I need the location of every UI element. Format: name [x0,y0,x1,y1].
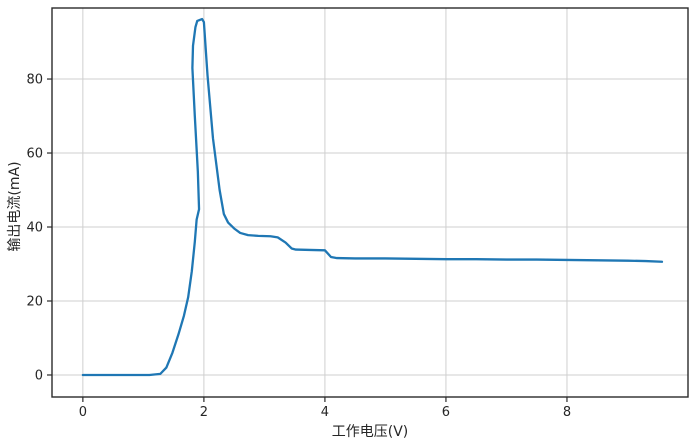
x-tick-label: 6 [442,405,450,420]
x-tick-label: 8 [563,405,571,420]
y-tick-label: 60 [26,147,43,162]
series-path [81,17,664,377]
data-series-line [81,17,664,377]
y-tick-label: 0 [35,368,43,383]
y-axis-label: 输出电流(mA) [7,161,23,251]
gridlines [52,8,688,397]
x-tick-label: 0 [79,405,87,420]
y-tick-label: 80 [26,73,43,88]
y-tick-label: 20 [26,294,43,309]
x-axis-label: 工作电压(V) [332,424,409,440]
plot-border [51,7,689,398]
y-tick-label: 40 [26,221,43,236]
x-tick-label: 2 [200,405,208,420]
x-tick-label: 4 [321,405,329,420]
axis-ticks [47,78,568,402]
